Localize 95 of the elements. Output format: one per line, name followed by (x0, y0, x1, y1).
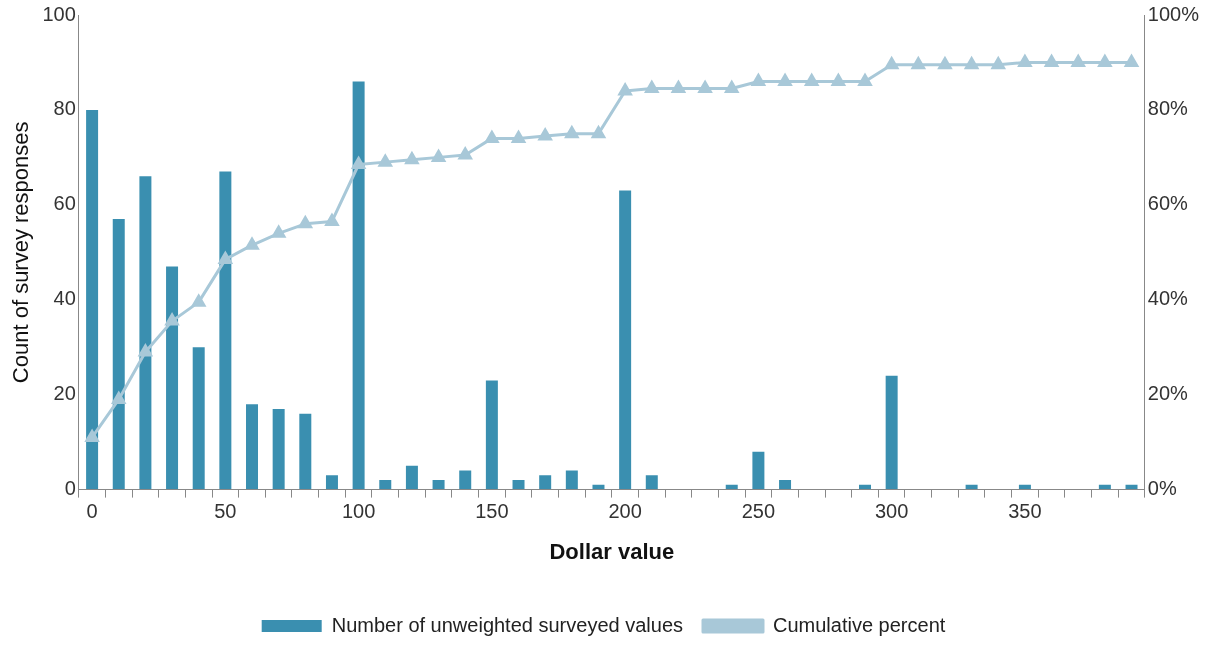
y-tick-label: 40 (53, 287, 76, 310)
bar (1018, 484, 1031, 490)
bar (352, 81, 365, 490)
point (165, 313, 179, 326)
point (831, 73, 846, 86)
point (645, 81, 659, 94)
point (138, 344, 153, 357)
point (671, 81, 686, 94)
y-axis-title: Count of survey responses (8, 121, 34, 384)
point (378, 154, 392, 167)
point (938, 57, 952, 70)
point (565, 126, 579, 139)
bar (725, 484, 738, 490)
point (511, 130, 526, 143)
point (725, 81, 739, 94)
y2-tick-label: 20% (1147, 382, 1189, 405)
bar (459, 470, 472, 490)
bar (565, 470, 578, 490)
point (698, 81, 712, 94)
point (1044, 54, 1059, 67)
y-tick-label: 100 (42, 2, 76, 25)
bar (139, 176, 152, 490)
bar (86, 109, 99, 490)
point (884, 57, 899, 70)
point (964, 57, 979, 70)
bar (859, 484, 871, 490)
bar (272, 408, 285, 490)
bar (645, 475, 658, 490)
bar (379, 480, 392, 490)
x-tick-label: 350 (1008, 500, 1042, 523)
point (1018, 54, 1032, 67)
point (431, 149, 446, 162)
bar (325, 475, 338, 490)
bar (219, 171, 232, 490)
bar (166, 266, 179, 490)
x-tick-label: 300 (874, 500, 909, 523)
bar (779, 480, 792, 490)
point (405, 152, 419, 165)
x-tick-label: 250 (741, 500, 776, 523)
bar (192, 347, 205, 490)
bar (432, 480, 445, 490)
bar (885, 375, 898, 490)
bar (1125, 484, 1138, 490)
y-tick-label: 80 (53, 97, 76, 120)
point (1124, 54, 1139, 67)
legend-label: Cumulative percent (773, 613, 946, 636)
point (591, 126, 606, 139)
point (112, 391, 126, 404)
point (618, 83, 632, 96)
bar (485, 380, 498, 490)
point (751, 73, 766, 86)
point (911, 57, 925, 70)
point (1098, 54, 1112, 67)
bar (512, 480, 525, 490)
bar (592, 484, 605, 490)
legend-label: Number of unweighted surveyed values (331, 613, 684, 636)
bar (112, 219, 125, 490)
y2-tick-label: 0% (1147, 477, 1177, 500)
y2-tick-label: 80% (1147, 97, 1189, 120)
point (325, 213, 339, 226)
bar (965, 484, 978, 490)
point (485, 130, 499, 143)
point (538, 128, 552, 141)
y-tick-label: 60 (53, 192, 76, 215)
point (1071, 54, 1085, 67)
point (298, 216, 313, 229)
point (805, 73, 819, 86)
point (991, 57, 1005, 70)
bar (539, 475, 552, 490)
point (218, 251, 233, 264)
y-tick-label: 20 (53, 382, 76, 405)
point (271, 225, 286, 238)
bar (299, 413, 312, 490)
bar (619, 190, 632, 490)
y-tick-label: 0 (64, 477, 76, 500)
bar (752, 451, 765, 490)
bar (1098, 484, 1111, 490)
bar (405, 465, 418, 490)
point (778, 73, 792, 86)
point (192, 294, 206, 307)
point (85, 429, 99, 442)
x-tick-label: 0 (86, 500, 98, 523)
point (351, 157, 366, 169)
x-axis-title: Dollar value (549, 538, 675, 564)
point (245, 237, 259, 250)
x-tick-label: 150 (475, 500, 509, 523)
x-tick-label: 200 (608, 500, 642, 523)
x-tick-label: 50 (214, 500, 237, 523)
bar (246, 404, 258, 490)
point (458, 147, 472, 160)
y2-tick-label: 60% (1147, 192, 1189, 215)
x-tick-label: 100 (341, 500, 376, 523)
point (858, 73, 872, 86)
y2-tick-label: 40% (1147, 287, 1189, 310)
y2-tick-label: 100% (1147, 2, 1200, 25)
